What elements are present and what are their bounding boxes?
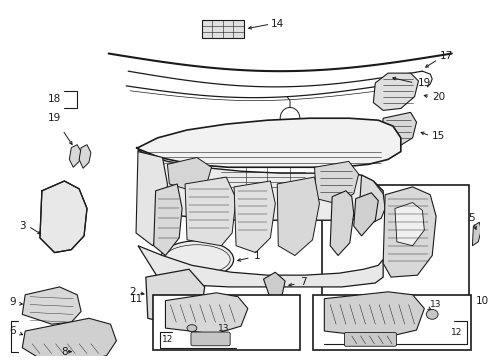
Polygon shape [136,118,400,167]
Polygon shape [153,184,182,256]
Text: 1: 1 [253,251,260,261]
Polygon shape [184,177,236,246]
Polygon shape [329,191,353,256]
Text: 4: 4 [384,326,390,336]
Text: 18: 18 [48,94,61,104]
Polygon shape [358,175,385,223]
Text: 12: 12 [450,328,462,337]
Polygon shape [373,73,418,111]
Text: 9: 9 [9,297,16,307]
Polygon shape [324,292,424,338]
Polygon shape [138,246,383,287]
Text: 11: 11 [129,294,142,304]
Bar [312,295,470,350]
Polygon shape [234,181,275,253]
Text: 6: 6 [9,326,16,336]
Text: 3: 3 [19,221,25,231]
Text: 17: 17 [439,51,452,62]
Polygon shape [381,112,416,148]
Polygon shape [353,193,378,236]
Polygon shape [69,145,81,167]
Ellipse shape [160,241,233,278]
Text: 13: 13 [218,324,229,333]
Polygon shape [145,269,204,326]
Text: 10: 10 [474,296,488,306]
Text: 19: 19 [417,78,430,88]
Ellipse shape [186,325,197,332]
FancyBboxPatch shape [190,332,230,346]
Text: 14: 14 [270,19,284,29]
Polygon shape [383,187,435,277]
Ellipse shape [426,310,437,319]
Text: 8: 8 [61,347,67,357]
Bar [322,185,468,322]
Polygon shape [79,145,91,168]
Ellipse shape [75,348,83,355]
Polygon shape [165,293,247,334]
Text: 5: 5 [467,213,474,223]
Polygon shape [22,287,81,324]
Text: 12: 12 [162,336,173,345]
FancyBboxPatch shape [344,333,396,346]
Bar [152,295,299,350]
Polygon shape [167,157,211,191]
Polygon shape [40,181,87,253]
Polygon shape [263,272,285,299]
Polygon shape [277,177,319,256]
Polygon shape [22,318,116,360]
Text: 16: 16 [364,309,377,319]
Polygon shape [136,152,167,246]
Polygon shape [471,222,480,246]
Text: 13: 13 [429,300,441,309]
Polygon shape [314,161,358,203]
Text: 15: 15 [431,131,445,141]
Text: 7: 7 [299,277,306,287]
Polygon shape [394,203,424,246]
Text: 2: 2 [129,287,136,297]
Text: 19: 19 [48,113,61,123]
Polygon shape [138,150,383,220]
Polygon shape [202,20,244,38]
Text: 20: 20 [431,92,445,102]
